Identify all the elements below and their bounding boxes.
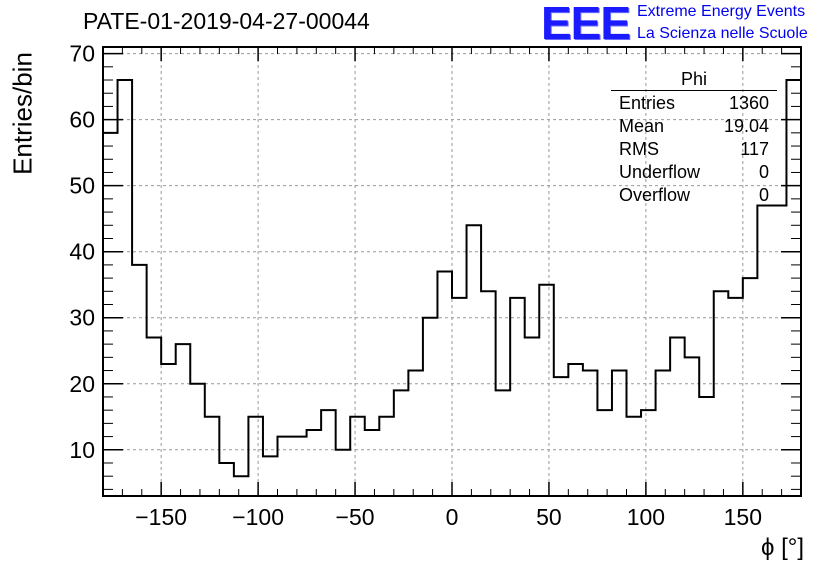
eee-logo-line-1: Extreme Energy Events [637, 3, 806, 20]
stats-divider [611, 90, 777, 91]
stats-row-underflow: Underflow 0 [619, 162, 769, 185]
eee-logo: EEE [541, 0, 631, 49]
stats-label: Underflow [619, 162, 701, 182]
stats-box: Phi Entries 1360 Mean 19.04 RMS 117 Unde… [611, 69, 777, 207]
x-tick-label: 150 [724, 504, 762, 530]
y-tick-label: 20 [69, 371, 95, 397]
y-tick-label: 40 [69, 239, 95, 265]
y-tick-label: 70 [69, 41, 95, 67]
x-tick-label: 0 [446, 504, 459, 530]
stats-value: 19.04 [723, 116, 769, 136]
stats-title: Phi [680, 69, 707, 89]
axis-ticks [102, 47, 802, 496]
y-tick-label: 60 [69, 107, 95, 133]
x-tick-label: −100 [232, 504, 284, 530]
stats-label: RMS [619, 139, 659, 159]
histogram-series [103, 66, 802, 478]
stats-value: 0 [758, 185, 769, 205]
plot-title: PATE-01-2019-04-27-00044 [83, 8, 370, 34]
stats-row-overflow: Overflow 0 [619, 185, 769, 208]
stats-label: Mean [619, 116, 665, 136]
stats-value: 1360 [728, 93, 769, 113]
stats-label: Overflow [619, 185, 691, 205]
y-tick-label: 10 [69, 437, 95, 463]
eee-logo-line-2: La Scienza nelle Scuole [637, 25, 808, 42]
y-tick-label: 30 [69, 305, 95, 331]
y-tick-labels: 10 20 30 40 50 60 70 [69, 41, 95, 463]
stats-value: 0 [758, 162, 769, 182]
y-axis-label: Entries/bin [7, 52, 38, 175]
x-tick-label: 50 [536, 504, 562, 530]
x-tick-label: −150 [135, 504, 187, 530]
x-tick-label: −50 [336, 504, 375, 530]
stats-row-entries: Entries 1360 [619, 93, 769, 116]
x-tick-labels: −150 −100 −50 0 50 100 150 [135, 504, 762, 530]
stats-label: Entries [619, 93, 676, 113]
stats-row-mean: Mean 19.04 [619, 116, 769, 139]
x-axis-label: ϕ [°] [760, 534, 804, 561]
stats-value: 117 [740, 139, 769, 159]
y-tick-label: 50 [69, 173, 95, 199]
x-tick-label: 100 [627, 504, 665, 530]
stats-row-rms: RMS 117 [619, 139, 769, 162]
